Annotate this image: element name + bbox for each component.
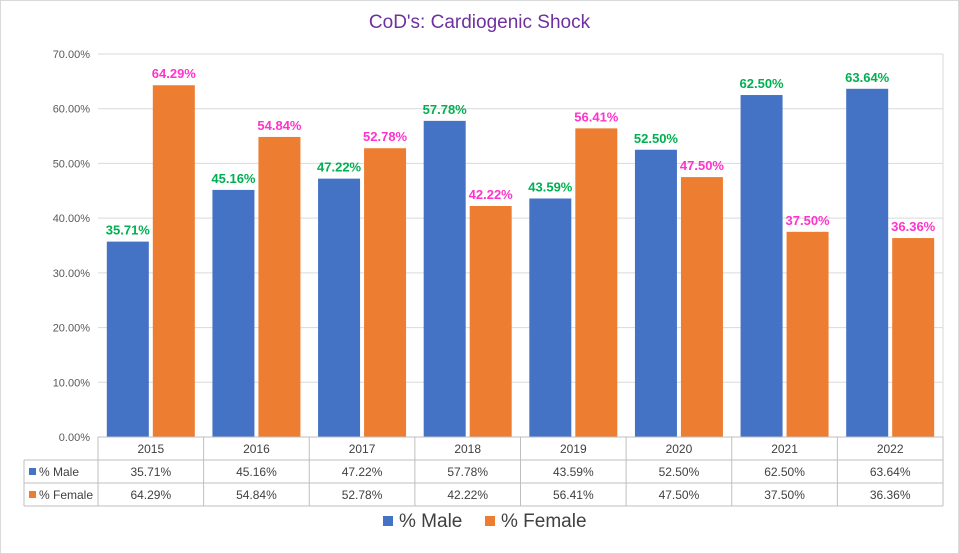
table-cell: 37.50% xyxy=(764,488,805,502)
table-cell: 52.50% xyxy=(659,465,700,479)
bar xyxy=(680,177,723,437)
y-tick-label: 40.00% xyxy=(53,213,91,225)
data-label: 42.22% xyxy=(469,187,514,202)
table-cell: 42.22% xyxy=(447,488,488,502)
table-cell: 62.50% xyxy=(764,465,805,479)
bar xyxy=(892,238,935,437)
bar xyxy=(423,120,466,438)
category-label: 2022 xyxy=(877,442,904,456)
legend[interactable]: % Male % Female xyxy=(383,511,587,532)
y-tick-label: 10.00% xyxy=(53,377,91,389)
bar xyxy=(318,178,361,437)
category-label: 2018 xyxy=(454,442,481,456)
chart-title: CoD's: Cardiogenic Shock xyxy=(368,12,591,33)
data-label: 37.50% xyxy=(786,213,831,228)
legend-item[interactable]: % Male xyxy=(383,511,462,532)
legend-swatch xyxy=(485,516,495,526)
table-cell: 47.22% xyxy=(342,465,383,479)
bar xyxy=(846,88,889,438)
data-label: 47.22% xyxy=(317,160,362,175)
data-label: 36.36% xyxy=(891,219,936,234)
data-label: 57.78% xyxy=(423,102,468,117)
table-legend-key xyxy=(29,491,36,498)
legend-item[interactable]: % Female xyxy=(485,511,587,532)
table-series-name: % Female xyxy=(39,488,93,502)
data-label: 45.16% xyxy=(211,171,256,186)
y-tick-label: 20.00% xyxy=(53,323,91,335)
bar xyxy=(364,148,407,437)
table-cell: 47.50% xyxy=(659,488,700,502)
legend-label: % Male xyxy=(399,511,462,532)
data-table: 2015 2016 2017 2018 2019 2020 2021 2022 % Male 35… xyxy=(23,436,944,507)
data-label: 54.84% xyxy=(257,118,302,133)
table-cell: 56.41% xyxy=(553,488,594,502)
y-tick-label: 30.00% xyxy=(53,268,91,280)
table-cell: 35.71% xyxy=(130,465,171,479)
data-labels: 35.71% 64.29% 45.16% 54.84% 47.22% 52.78% 57.7… xyxy=(106,66,936,237)
bar xyxy=(152,85,195,438)
category-label: 2019 xyxy=(560,442,587,456)
table-cell: 64.29% xyxy=(130,488,171,502)
bar xyxy=(786,231,829,437)
legend-label: % Female xyxy=(501,511,587,532)
bar xyxy=(634,149,677,437)
bar xyxy=(529,198,572,437)
data-label: 52.78% xyxy=(363,129,408,144)
bar xyxy=(212,189,255,437)
bar xyxy=(469,205,512,437)
bar xyxy=(740,95,783,438)
bar xyxy=(575,128,618,437)
legend-swatch xyxy=(383,516,393,526)
data-label: 64.29% xyxy=(152,66,197,81)
bar xyxy=(258,136,301,438)
table-legend-key xyxy=(29,468,36,475)
data-label: 52.50% xyxy=(634,131,679,146)
y-tick-label: 70.00% xyxy=(53,49,91,61)
category-label: 2016 xyxy=(243,442,270,456)
bars xyxy=(106,85,935,438)
data-label: 43.59% xyxy=(528,180,573,195)
category-label: 2020 xyxy=(666,442,693,456)
table-cell: 63.64% xyxy=(870,465,911,479)
table-cell: 45.16% xyxy=(236,465,277,479)
data-label: 47.50% xyxy=(680,158,725,173)
table-cell: 54.84% xyxy=(236,488,277,502)
category-label: 2021 xyxy=(771,442,798,456)
table-series-name: % Male xyxy=(39,465,79,479)
category-label: 2017 xyxy=(349,442,376,456)
table-cell: 36.36% xyxy=(870,488,911,502)
table-cell: 43.59% xyxy=(553,465,594,479)
y-axis-ticks: 0.00% 10.00% 20.00% 30.00% 40.00% 50.00% 60.00… xyxy=(53,49,91,444)
y-tick-label: 50.00% xyxy=(53,158,91,170)
table-cell: 52.78% xyxy=(342,488,383,502)
y-tick-label: 0.00% xyxy=(59,432,90,444)
data-label: 35.71% xyxy=(106,223,151,238)
category-label: 2015 xyxy=(137,442,164,456)
bar xyxy=(106,241,149,437)
data-label: 63.64% xyxy=(845,70,890,85)
data-label: 62.50% xyxy=(740,76,785,91)
table-cell: 57.78% xyxy=(447,465,488,479)
y-tick-label: 60.00% xyxy=(53,104,91,116)
data-label: 56.41% xyxy=(574,109,619,124)
